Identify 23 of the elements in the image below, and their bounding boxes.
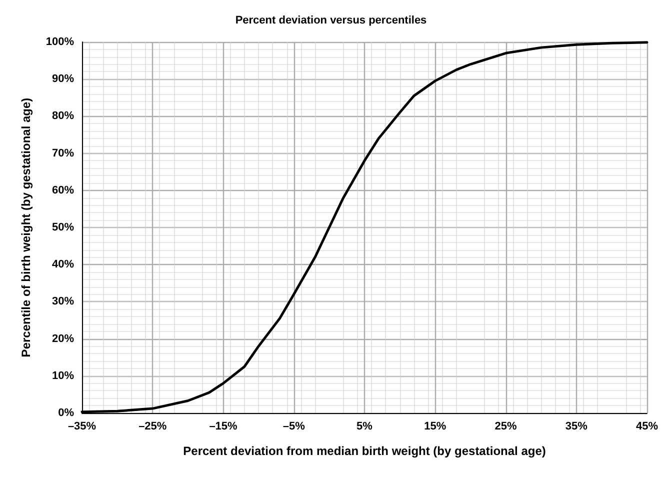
y-tick-label: 100%	[46, 36, 74, 48]
y-tick-label: 30%	[52, 296, 74, 308]
x-tick-label: 15%	[424, 420, 446, 432]
x-axis-title: Percent deviation from median birth weight (by gestational age)	[183, 444, 546, 458]
y-tick-label: 40%	[52, 258, 74, 271]
y-tick-label: 70%	[52, 147, 74, 160]
y-tick-label: 20%	[52, 332, 74, 345]
x-tick-label: –25%	[138, 420, 167, 432]
x-tick-label: 45%	[636, 420, 658, 432]
y-tick-label: 50%	[52, 222, 74, 234]
x-tick-label: 5%	[356, 420, 373, 432]
chart-title: Percent deviation versus percentiles	[235, 14, 427, 26]
y-tick-label: 90%	[52, 73, 74, 86]
x-tick-label: –5%	[282, 420, 306, 432]
y-tick-label: 10%	[52, 370, 74, 382]
y-axis-title: Percentile of birth weight (by gestational age)	[19, 98, 33, 358]
y-tick-label: 80%	[52, 110, 74, 122]
x-tick-label: 25%	[494, 420, 517, 432]
x-tick-label: –35%	[68, 420, 96, 432]
x-tick-label: 35%	[565, 420, 588, 432]
x-tick-label: –15%	[209, 420, 238, 432]
y-tick-label: 0%	[58, 407, 74, 419]
y-tick-label: 60%	[52, 184, 74, 196]
